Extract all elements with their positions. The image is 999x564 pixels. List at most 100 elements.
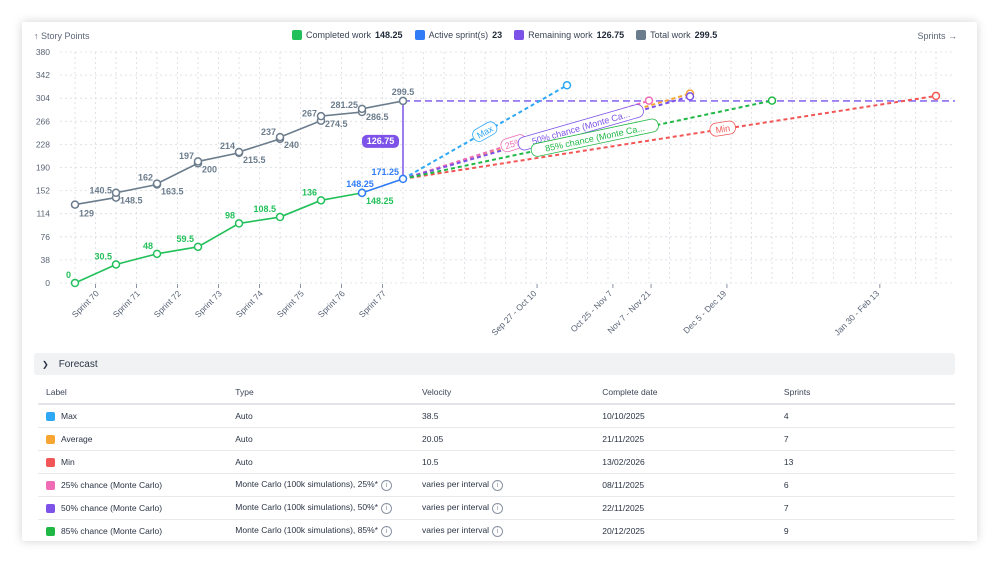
- x-tick-label: Sprint 74: [234, 288, 265, 319]
- series-color-swatch: [46, 503, 55, 513]
- forecast-label-tag: Min: [709, 120, 736, 137]
- series-color-swatch: [46, 526, 55, 536]
- forecast-label: Average: [61, 434, 93, 444]
- date-cell: 08/11/2025: [594, 473, 776, 497]
- forecast-type: Monte Carlo (100k simulations), 25%*: [235, 479, 378, 490]
- label-cell: Min: [38, 450, 228, 474]
- type-cell: Auto: [227, 450, 414, 474]
- velocity-cell: 10.5: [413, 450, 595, 474]
- legend-value: 299.5: [694, 30, 718, 40]
- legend-label: Active sprint(s): [428, 30, 489, 40]
- active-sprint-point: [398, 174, 408, 184]
- info-icon[interactable]: i: [380, 525, 392, 537]
- velocity-cell: varies per interval i: [413, 473, 595, 497]
- y-tick-label: 380: [36, 47, 50, 57]
- velocity-cell: 38.5: [413, 404, 595, 428]
- total-work-data-label: 129: [79, 209, 94, 219]
- forecast-velocity: 10.5: [421, 457, 439, 467]
- type-cell: Monte Carlo (100k simulations), 85%* i: [227, 519, 414, 541]
- forecast-end-marker: [767, 96, 777, 105]
- table-row: 85% chance (Monte Carlo) Monte Carlo (100…: [38, 519, 955, 541]
- label-cell: 85% chance (Monte Carlo): [38, 519, 228, 541]
- completed-work-data-label: 59.5: [176, 234, 194, 244]
- total-work-point: [70, 200, 80, 209]
- completed-work-data-label: 98: [225, 210, 235, 220]
- y-tick-label: 304: [36, 93, 50, 103]
- column-header: Type: [227, 381, 414, 405]
- total-work-point: [193, 157, 203, 166]
- x-tick-label: Sprint 75: [275, 288, 306, 319]
- active-sprint-data-label: 148.25: [346, 179, 374, 189]
- forecast-line: [402, 94, 937, 180]
- x-tick-label: Sprint 70: [70, 288, 101, 319]
- forecast-type: Monte Carlo (100k simulations), 50%*: [235, 502, 378, 513]
- active-sprint-line: [361, 178, 404, 194]
- column-header: Sprints: [775, 381, 955, 405]
- total-work-point: [357, 104, 367, 114]
- date-cell: 10/10/2025: [594, 404, 776, 428]
- info-icon[interactable]: i: [380, 502, 392, 514]
- velocity-cell: varies per interval i: [413, 496, 595, 520]
- completed-work-point: [111, 260, 121, 269]
- total-work-data-label: 267: [302, 109, 317, 119]
- type-cell: Auto: [227, 404, 414, 428]
- burnup-chart: 0 38 76 114 152 190 228 266 304 342 380 Sprint 70 Sp…: [36, 47, 955, 338]
- forecast-end-marker: [562, 81, 572, 90]
- completed-work-line: [74, 192, 363, 284]
- forecast-end-marker: [931, 91, 941, 101]
- series-color-swatch: [46, 411, 55, 421]
- total-work-data-label: 237: [261, 127, 276, 137]
- total-work-data-label: 163.5: [161, 187, 184, 197]
- legend-total-work[interactable]: Total work 299.5: [636, 30, 717, 40]
- forecast-tag-text: Min: [715, 123, 731, 135]
- forecast-label: Max: [61, 411, 78, 421]
- forecast-type: Auto: [235, 411, 253, 421]
- total-work-data-label: 162: [138, 173, 153, 183]
- info-icon[interactable]: i: [380, 479, 392, 491]
- remaining-work-value: 126.75: [367, 136, 395, 146]
- y-tick-label: 114: [36, 209, 50, 219]
- type-cell: Auto: [227, 427, 414, 451]
- total-swatch: [636, 30, 647, 40]
- forecast-end-marker: [685, 92, 695, 101]
- y-tick-label: 228: [36, 139, 50, 149]
- y-tick-label: 266: [36, 116, 50, 126]
- forecast-velocity: varies per interval: [421, 502, 490, 513]
- legend-value: 23: [492, 30, 503, 40]
- total-work-data-label: 197: [179, 151, 194, 161]
- active-sprint-point: [357, 188, 367, 198]
- legend-completed-work[interactable]: Completed work 148.25: [292, 30, 403, 40]
- forecast-section-toggle[interactable]: ❯ Forecast: [34, 353, 955, 375]
- sprints-cell: 4: [775, 404, 955, 428]
- forecast-velocity: 38.5: [421, 411, 439, 421]
- type-cell: Monte Carlo (100k simulations), 25%* i: [227, 473, 414, 497]
- info-icon[interactable]: i: [492, 479, 504, 491]
- column-header: Label: [38, 381, 228, 405]
- table-row: Min Auto 10.5 13/02/2026 13: [38, 450, 955, 474]
- total-work-data-label: 200: [202, 164, 217, 174]
- date-cell: 21/11/2025: [594, 427, 776, 451]
- legend-value: 126.75: [596, 30, 625, 40]
- completed-work-point: [316, 196, 326, 205]
- label-tag-background: [530, 118, 659, 157]
- label-cell: 50% chance (Monte Carlo): [38, 496, 228, 520]
- chart-legend: Completed work 148.25 Active sprint(s) 23 …: [292, 30, 717, 40]
- y-tick-label: 76: [41, 232, 51, 242]
- completed-work-point: [193, 242, 203, 252]
- type-cell: Monte Carlo (100k simulations), 50%* i: [227, 496, 414, 520]
- total-work-data-label: 140.5: [89, 186, 112, 196]
- burnup-chart-panel: ↑ Story Points Completed work 148.25 Acti…: [22, 22, 977, 541]
- x-tick-label: Sprint 76: [316, 288, 347, 319]
- table-row: 25% chance (Monte Carlo) Monte Carlo (100…: [38, 473, 955, 497]
- legend-remaining-work[interactable]: Remaining work 126.75: [514, 30, 624, 40]
- total-work-data-label: 281.25: [330, 100, 358, 110]
- total-work-point: [111, 188, 121, 197]
- completed-work-data-label: 148.25: [366, 196, 394, 206]
- info-icon[interactable]: i: [492, 525, 504, 537]
- info-icon[interactable]: i: [492, 502, 504, 514]
- table-row: Max Auto 38.5 10/10/2025 4: [38, 404, 955, 428]
- forecast-title: Forecast: [58, 358, 98, 370]
- legend-active-sprints[interactable]: Active sprint(s) 23: [414, 30, 503, 40]
- total-work-data-label: 286.5: [366, 112, 389, 122]
- total-work-point: [275, 132, 285, 142]
